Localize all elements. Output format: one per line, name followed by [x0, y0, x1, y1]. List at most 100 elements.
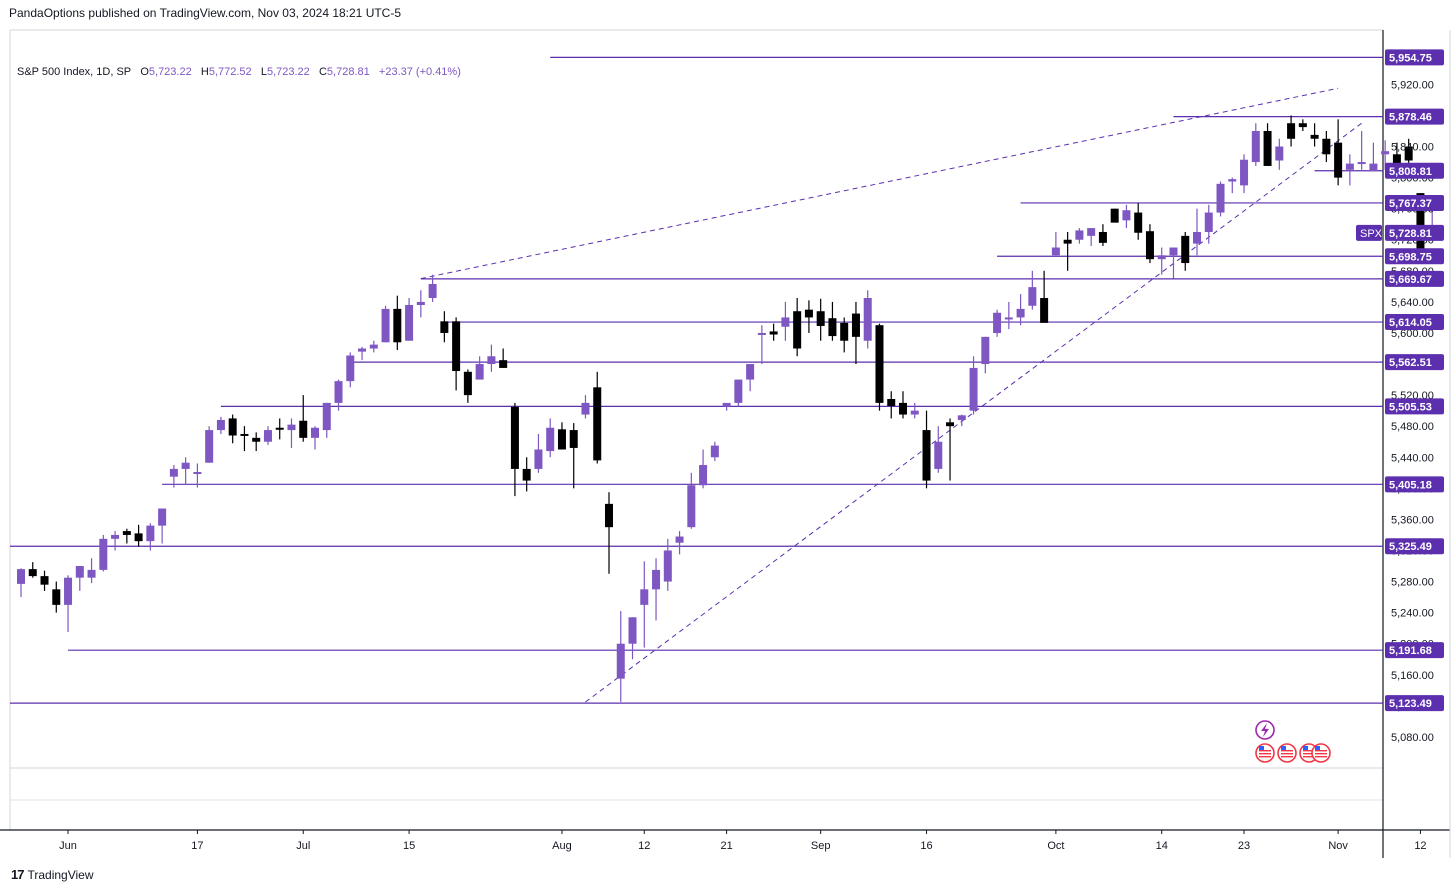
candle-body: [111, 534, 120, 539]
us-flag-icon[interactable]: [1255, 743, 1275, 763]
candle-body: [146, 525, 155, 542]
candle-body: [557, 429, 566, 450]
candle-body: [899, 402, 907, 415]
candle-body: [240, 433, 249, 436]
candle-body: [1357, 162, 1366, 165]
candle-body: [1075, 230, 1084, 240]
candle-body: [593, 387, 602, 461]
tradingview-logo-icon: 17: [11, 867, 25, 882]
candle-body: [205, 430, 214, 463]
candle-body: [1193, 231, 1201, 244]
lightning-icon: [1261, 723, 1269, 737]
price-level-label: 5,614.05: [1389, 317, 1432, 329]
y-tick-label: 5,280.00: [1391, 577, 1434, 589]
candle-body: [605, 503, 613, 528]
us-flag-icon[interactable]: [1277, 743, 1297, 763]
candle-body: [1228, 179, 1237, 182]
legend-high-label: H: [200, 66, 209, 78]
x-tick-label: Sep: [811, 840, 831, 852]
legend-open-label: O: [140, 66, 149, 78]
flag-stripe: [1303, 750, 1315, 752]
candle-body: [1404, 146, 1413, 161]
candle-body: [828, 318, 837, 337]
candle-body: [934, 441, 943, 469]
price-level-label: 5,669.67: [1389, 274, 1432, 286]
candle-body: [358, 348, 367, 352]
price-level-label-bg: [1385, 314, 1444, 331]
published-caption: PandaOptions published on TradingView.co…: [9, 6, 402, 20]
price-level-label: 5,191.68: [1389, 645, 1432, 657]
candle-body: [1310, 134, 1319, 139]
candle-body: [181, 462, 190, 469]
us-flag-icon[interactable]: [1311, 743, 1331, 763]
candle-body: [346, 355, 355, 382]
candle-body: [334, 381, 343, 403]
candle-body: [416, 301, 425, 306]
x-tick-label: 17: [191, 840, 203, 852]
flag-stripe: [1259, 756, 1271, 758]
candle-body: [311, 427, 319, 438]
candle-body: [134, 533, 143, 542]
symbol-tag: SPX: [1360, 228, 1383, 240]
x-tick-label: Nov: [1328, 840, 1348, 852]
candle-body: [910, 410, 919, 415]
candle-body: [440, 321, 449, 333]
price-level-label: 5,878.46: [1389, 112, 1432, 124]
price-level-label: 5,954.75: [1389, 52, 1432, 64]
candle-body: [840, 322, 849, 341]
candle-body: [981, 336, 990, 365]
candle-body: [1157, 255, 1166, 260]
legend-close-value: 5,728.81: [326, 66, 370, 78]
price-level-label: 5,505.53: [1389, 401, 1432, 413]
candle-body: [40, 576, 49, 585]
candle-body: [1145, 231, 1154, 260]
candle-body: [64, 577, 73, 605]
candle-body: [1181, 235, 1190, 264]
candle-body: [1028, 287, 1037, 306]
candle-body: [804, 309, 813, 318]
candle-body: [193, 472, 202, 475]
candle-body: [1110, 208, 1119, 223]
candle-body: [816, 311, 825, 326]
candle-body: [275, 427, 284, 430]
last-price-label-bg: [1385, 224, 1444, 241]
symbol-tag-bg: [1356, 224, 1382, 241]
candle-body: [75, 566, 84, 578]
candle-body: [887, 399, 896, 406]
flag-stripe: [1303, 756, 1315, 758]
flag-canton: [1315, 746, 1320, 750]
price-level-label-bg: [1385, 248, 1444, 265]
candle-body: [287, 424, 296, 431]
legend-high-value: 5,772.52: [208, 66, 252, 78]
y-tick-label: 5,440.00: [1391, 452, 1434, 464]
price-level-label-bg: [1385, 162, 1444, 179]
candle-body: [1416, 193, 1425, 252]
candle-body: [17, 569, 25, 584]
y-tick-label: 5,480.00: [1391, 421, 1434, 433]
candle-body: [957, 415, 966, 420]
candle-body: [1381, 151, 1390, 155]
candle-body: [1063, 239, 1072, 244]
candle-body: [322, 402, 331, 431]
candle-body: [722, 402, 731, 407]
candle-body: [1275, 146, 1284, 161]
price-level-label-bg: [1385, 49, 1444, 66]
price-level-label: 5,698.75: [1389, 251, 1432, 263]
candle-body: [405, 305, 414, 341]
candle-body: [757, 332, 766, 335]
price-level-label: 5,123.49: [1389, 698, 1432, 710]
candle-body: [699, 465, 708, 486]
candle-body: [1204, 212, 1213, 232]
candle-body: [616, 643, 625, 679]
price-level-label-bg: [1385, 354, 1444, 371]
candle-body: [1287, 123, 1296, 139]
candle-body: [581, 402, 590, 415]
candle-body: [663, 550, 672, 582]
ohlc-legend: S&P 500 Index, 1D, SP O5,723.22 H5,772.5…: [17, 66, 461, 78]
candle-body: [216, 419, 225, 431]
candle-body: [1134, 212, 1143, 233]
candle-body: [169, 468, 178, 477]
x-tick-label: 21: [720, 840, 732, 852]
candle-body: [675, 536, 684, 543]
